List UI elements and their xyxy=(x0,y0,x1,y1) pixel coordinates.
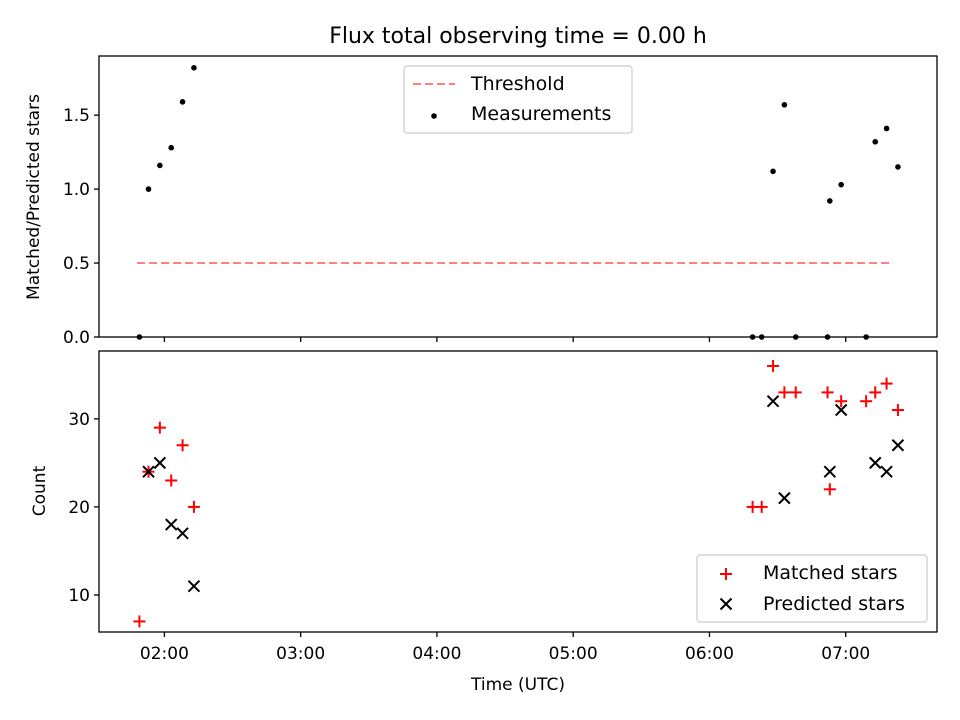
count-x-axis: 02:00 03:00 04:00 05:00 06:00 07:00 xyxy=(140,632,870,664)
predicted-star-point xyxy=(766,395,780,408)
matched-star-point xyxy=(823,483,836,496)
predicted-star-point xyxy=(153,456,167,470)
ratio-legend-box xyxy=(403,65,633,134)
predicted-star-point xyxy=(869,456,882,470)
ratio-y-tick-label: 0.0 xyxy=(63,328,90,348)
matched-star-point xyxy=(789,386,802,399)
chart-title: Flux total observing time = 0.00 h xyxy=(329,24,707,49)
matched-star-point xyxy=(778,386,791,399)
legend-matched-swatch xyxy=(720,568,732,580)
matched-star-point xyxy=(880,377,893,390)
ratio-y-axis-label: Matched/Predicted stars xyxy=(24,94,44,300)
ratio-y-tick-label: 1.0 xyxy=(63,180,90,200)
count-x-tick-label: 07:00 xyxy=(821,644,870,664)
measurement-point xyxy=(145,186,152,192)
matched-star-point xyxy=(176,439,189,452)
matched-star-point xyxy=(860,395,873,408)
x-axis-label: Time (UTC) xyxy=(470,675,565,695)
count-y-axis-label: Count xyxy=(30,465,50,516)
predicted-star-point xyxy=(778,491,791,505)
legend-measurements-label: Measurements xyxy=(471,103,611,125)
matched-star-point xyxy=(153,421,166,434)
predicted-star-point xyxy=(891,439,905,452)
count-legend: Matched stars Predicted stars xyxy=(696,554,928,623)
legend-measurements-swatch xyxy=(431,113,437,119)
legend-predicted-swatch xyxy=(719,597,733,611)
count-y-tick-label: 30 xyxy=(68,410,90,430)
matched-star-point xyxy=(821,386,834,399)
legend-threshold-label: Threshold xyxy=(470,73,565,95)
ratio-y-tick-label: 0.5 xyxy=(63,254,90,274)
ratio-x-ticks xyxy=(163,337,847,342)
count-x-tick-label: 02:00 xyxy=(140,644,189,664)
matched-star-point xyxy=(767,359,780,372)
predicted-star-point xyxy=(834,403,848,417)
predicted-star-point xyxy=(187,579,201,593)
ratio-y-tick-label: 1.5 xyxy=(63,106,90,126)
count-panel-frame xyxy=(98,350,938,633)
count-marks xyxy=(133,359,905,628)
matched-star-point xyxy=(133,615,146,628)
count-y-tick-label: 10 xyxy=(68,586,90,606)
measurement-point xyxy=(191,65,197,71)
ratio-y-axis: 0.0 0.5 1.0 1.5 xyxy=(63,106,99,348)
count-y-axis: 10 20 30 xyxy=(68,410,99,606)
measurement-point xyxy=(895,164,901,170)
matched-star-point xyxy=(165,474,178,487)
predicted-star-point xyxy=(880,465,893,478)
matched-star-point xyxy=(835,395,848,408)
measurement-point xyxy=(781,102,788,108)
matched-star-point xyxy=(869,386,882,399)
count-x-tick-label: 03:00 xyxy=(276,644,325,664)
ratio-panel: 0.0 0.5 1.0 1.5 Matched/Predicted stars Thr… xyxy=(24,55,938,348)
count-x-tick-label: 06:00 xyxy=(685,644,734,664)
measurement-point xyxy=(770,168,776,175)
legend-predicted-label: Predicted stars xyxy=(763,593,905,615)
measurement-point xyxy=(168,144,175,151)
count-x-tick-label: 05:00 xyxy=(549,644,598,664)
count-y-tick-label: 20 xyxy=(68,498,90,518)
ratio-legend: Threshold Measurements xyxy=(403,65,633,134)
matched-star-point xyxy=(891,404,904,417)
measurement-point xyxy=(872,138,879,145)
matched-star-point xyxy=(755,500,768,513)
count-x-tick-label: 04:00 xyxy=(412,644,461,664)
count-panel: 10 20 30 02:00 03:00 04:00 05:00 06:00 07:00 Co… xyxy=(30,350,938,695)
measurement-point xyxy=(827,198,833,204)
measurement-point xyxy=(157,162,163,169)
measurement-point xyxy=(883,125,890,132)
measurement-point xyxy=(179,99,186,105)
predicted-star-point xyxy=(142,465,155,478)
predicted-star-point xyxy=(176,527,189,540)
legend-matched-label: Matched stars xyxy=(763,562,897,584)
count-legend-box xyxy=(696,554,928,623)
predicted-star-point xyxy=(823,465,837,478)
predicted-star-point xyxy=(165,518,178,531)
measurement-point xyxy=(838,181,844,188)
matched-star-point xyxy=(187,500,200,513)
ratio-panel-frame xyxy=(98,55,938,338)
